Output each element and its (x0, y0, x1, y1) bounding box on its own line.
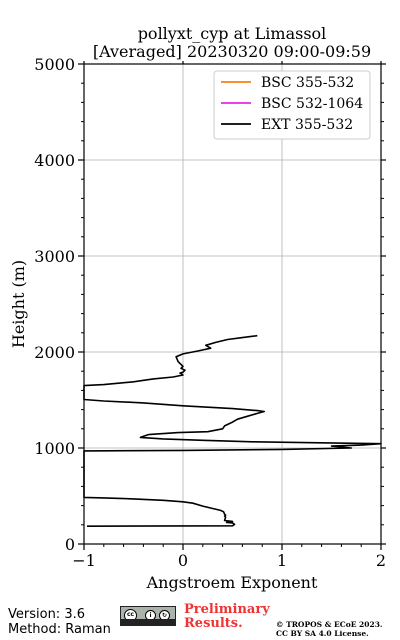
y-axis-label: Height (m) (9, 260, 28, 348)
x-tick-label: 2 (376, 551, 386, 570)
preliminary-line1: Preliminary (184, 602, 270, 617)
license-text: © TROPOS & ECoE 2023. CC BY SA 4.0 Licen… (276, 620, 383, 638)
method-text: Method: Raman (8, 622, 111, 637)
license-line1: © TROPOS & ECoE 2023. (276, 620, 383, 629)
y-tick-label: 3000 (34, 247, 75, 266)
y-tick-label: 0 (65, 535, 75, 554)
y-tick-label: 4000 (34, 151, 75, 170)
y-tick-label: 5000 (34, 55, 75, 74)
plot-frame (83, 63, 382, 545)
y-tick-label: 2000 (34, 343, 75, 362)
x-tick-label: −1 (72, 551, 96, 570)
preliminary-line2: Results. (184, 616, 243, 631)
x-tick-label: 1 (277, 551, 287, 570)
legend-label: BSC 532-1064 (261, 96, 363, 112)
legend-box (213, 70, 371, 140)
chart-subtitle: [Averaged] 20230320 09:00-09:59 (93, 42, 371, 61)
angstroem-profile-chart: pollyxt_cyp at Limassol [Averaged] 20230… (9, 24, 386, 592)
legend-label: EXT 355-532 (261, 117, 353, 133)
series-lines (83, 334, 382, 527)
license-line2: CC BY SA 4.0 License. (276, 629, 369, 638)
version-text: Version: 3.6 (8, 607, 85, 622)
legend: BSC 355-532 BSC 532-1064 EXT 355-532 (213, 70, 371, 140)
chart-title: pollyxt_cyp at Limassol (138, 24, 327, 43)
y-tick-label: 1000 (34, 439, 75, 458)
series-line-ext-355-532 (83, 334, 382, 527)
preliminary-label: Preliminary Results. (184, 603, 270, 631)
cc-by-sa-icon: cc i ↻ (120, 606, 176, 626)
x-axis-label: Angstroem Exponent (146, 573, 318, 592)
legend-label: BSC 355-532 (261, 75, 354, 91)
x-tick-label: 0 (178, 551, 188, 570)
